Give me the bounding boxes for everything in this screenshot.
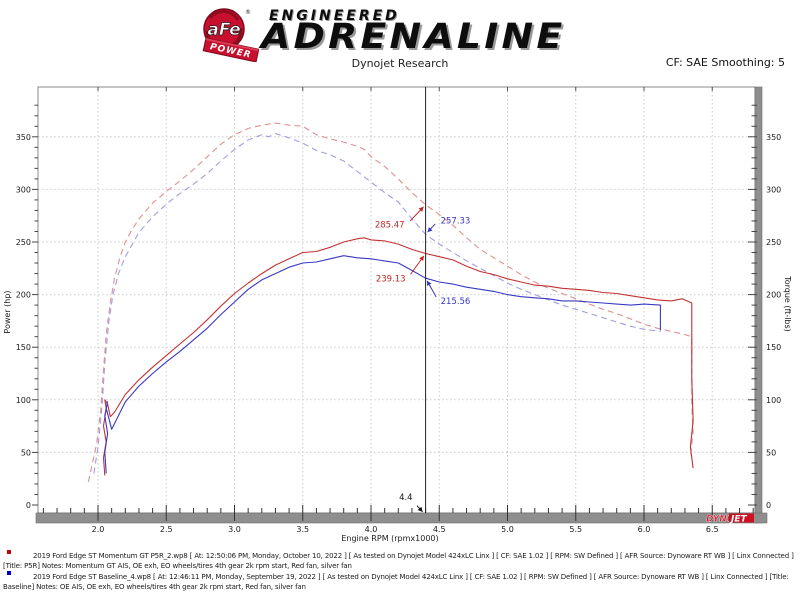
afe-logo-graphic: aFe ® POWER	[202, 8, 260, 63]
bottom-axis-bar[interactable]	[35, 512, 768, 524]
registered-mark: ®	[245, 9, 251, 16]
y-axis-label-right: 50	[766, 448, 776, 457]
legend-baseline-line2: Baseline] Notes: OE AIS, OE exh, EO whee…	[3, 583, 306, 591]
cursor-value-arrowhead	[418, 206, 424, 212]
curve-baseline-torque	[93, 133, 661, 474]
curve-momentum-power	[102, 237, 694, 476]
cursor-rpm-label: 4.4	[399, 493, 413, 503]
cursor-value-arrowhead	[427, 280, 432, 286]
x-axis-tick-label: 5.0	[501, 525, 514, 534]
cursor-value-arrowhead	[419, 255, 424, 261]
x-axis-tick-label: 3.5	[296, 525, 309, 534]
x-axis-tick-label: 3.0	[228, 525, 241, 534]
x-axis-tick-label: 6.5	[706, 525, 719, 534]
curve-momentum-torque	[87, 122, 694, 483]
y-axis-label-right: 250	[766, 238, 781, 247]
y-axis-label-right: 300	[766, 185, 781, 194]
x-axis-tick-label: 6.0	[638, 525, 651, 534]
cursor-value-label: 215.56	[441, 297, 471, 307]
y-axis-label-left: 250	[16, 238, 31, 247]
y-axis-label-right: 100	[766, 396, 781, 405]
x-axis-tick-label: 4.5	[433, 525, 446, 534]
cursor-value-label: 257.33	[441, 216, 471, 226]
y-axis-label-left: 150	[16, 343, 31, 352]
y-axis-title-right: Torque (ft-lbs)	[783, 275, 792, 332]
y-axis-label-right: 0	[766, 501, 771, 510]
y-axis-title-left: Power (hp)	[3, 290, 12, 333]
dynojet-watermark-box	[729, 513, 754, 523]
legend-marker-momentum	[7, 550, 11, 554]
x-axis-tick-label: 2.0	[92, 525, 105, 534]
chart-subtitle: Dynojet Research	[351, 57, 449, 70]
y-axis-label-left: 0	[26, 501, 31, 510]
curve-baseline-power	[104, 255, 661, 474]
y-axis-label-left: 200	[16, 291, 31, 300]
x-axis-tick-label: 4.0	[365, 525, 378, 534]
legend-baseline-line1[interactable]: 2019 Ford Edge ST Baseline_4.wp8 [ At: 1…	[33, 573, 789, 581]
cursor-value-label: 239.13	[376, 274, 406, 284]
legend-momentum-line2: [Title: P5R] Notes: Momentum GT AIS, OE …	[3, 562, 352, 570]
afe-power-logo: aFe ® POWER	[188, 4, 264, 63]
dynojet-watermark-jet: JET	[729, 515, 747, 525]
y-axis-label-left: 100	[16, 396, 31, 405]
cursor-value-label: 285.47	[375, 221, 405, 231]
legend-marker-baseline	[7, 571, 11, 575]
x-axis-title: Engine RPM (rpmx1000)	[341, 534, 438, 543]
brand-adrenaline: ADRENALINE	[261, 17, 566, 57]
y-axis-label-left: 50	[21, 448, 31, 457]
brand-engineered: ENGINEERED	[269, 8, 400, 24]
y-axis-label-right: 200	[766, 291, 781, 300]
cursor-value-arrowhead	[427, 227, 433, 233]
legend-momentum-line1[interactable]: 2019 Ford Edge ST Momentum GT P5R_2.wp8 …	[33, 552, 794, 560]
cursor-rpm-arrowhead	[417, 506, 423, 512]
y-axis-label-right: 150	[766, 343, 781, 352]
y-axis-label-left: 350	[16, 133, 31, 142]
y-axis-label-left: 300	[16, 185, 31, 194]
x-axis-tick-label: 2.5	[160, 525, 173, 534]
afe-logo-text: aFe	[207, 20, 240, 40]
x-axis-tick-label: 5.5	[569, 525, 582, 534]
plot-border	[37, 86, 756, 514]
dynojet-watermark-dyno: DYNO	[706, 515, 735, 525]
smoothing-setting[interactable]: CF: SAE Smoothing: 5	[665, 56, 785, 69]
y-axis-label-right: 350	[766, 133, 781, 142]
